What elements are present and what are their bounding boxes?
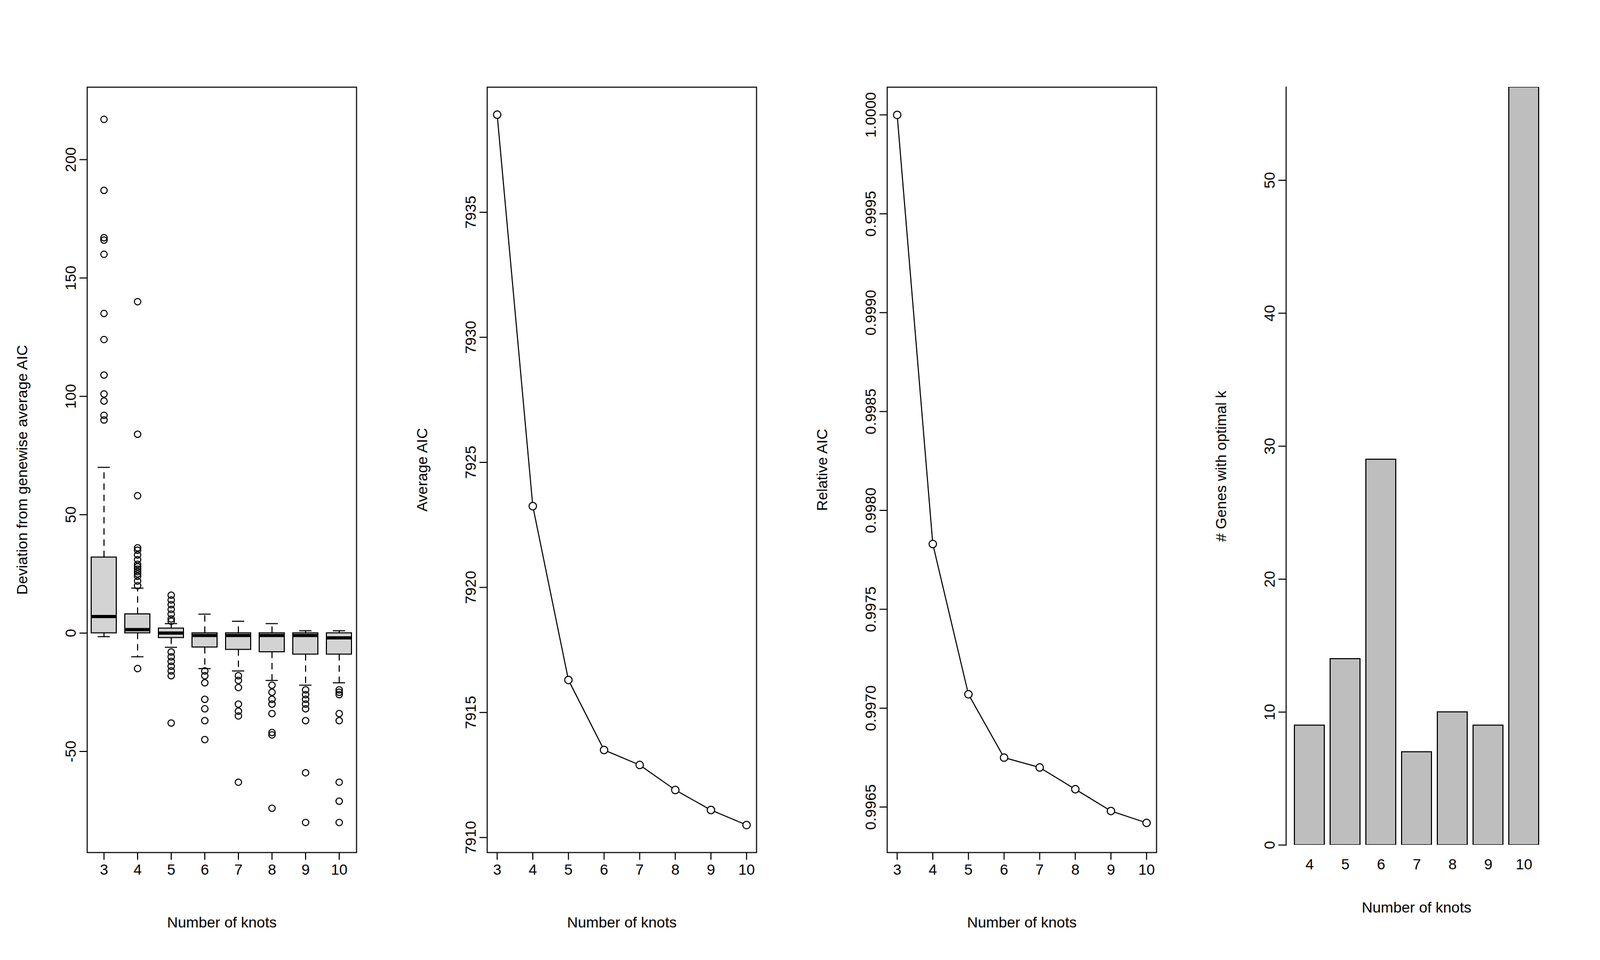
svg-text:0.9985: 0.9985 (862, 388, 879, 435)
svg-text:Average AIC: Average AIC (413, 428, 431, 512)
svg-text:0: 0 (1261, 841, 1278, 850)
svg-text:Deviation from genewise averag: Deviation from genewise average AIC (13, 345, 31, 595)
svg-text:150: 150 (62, 265, 79, 291)
svg-text:5: 5 (1341, 856, 1350, 873)
svg-text:20: 20 (1261, 570, 1278, 588)
svg-text:9: 9 (706, 861, 716, 878)
svg-text:10: 10 (1261, 704, 1278, 721)
svg-text:10: 10 (1515, 856, 1533, 873)
svg-text:0.9970: 0.9970 (862, 685, 879, 732)
svg-text:8: 8 (1448, 856, 1458, 873)
svg-text:3: 3 (99, 861, 109, 878)
svg-text:10: 10 (738, 861, 755, 878)
svg-text:1.0000: 1.0000 (862, 92, 879, 139)
svg-text:7: 7 (1035, 861, 1045, 878)
svg-text:5: 5 (166, 861, 176, 878)
svg-text:9: 9 (1484, 856, 1493, 873)
svg-text:10: 10 (1138, 861, 1155, 878)
svg-text:Number of knots: Number of knots (966, 914, 1077, 931)
svg-text:0.9980: 0.9980 (862, 487, 879, 534)
svg-text:# Genes with optimal k: # Genes with optimal k (1212, 389, 1230, 542)
svg-text:3: 3 (492, 861, 502, 878)
svg-text:8: 8 (670, 861, 680, 878)
svg-text:0: 0 (62, 628, 79, 638)
svg-text:200: 200 (62, 147, 79, 173)
svg-text:7915: 7915 (462, 696, 479, 730)
svg-text:30: 30 (1261, 437, 1278, 455)
svg-text:3: 3 (892, 861, 902, 878)
svg-text:50: 50 (62, 506, 79, 524)
svg-text:8: 8 (267, 861, 277, 878)
svg-text:7: 7 (1412, 856, 1422, 873)
svg-text:7925: 7925 (462, 445, 479, 479)
svg-text:0.9990: 0.9990 (862, 289, 879, 336)
svg-text:Number of knots: Number of knots (166, 914, 277, 931)
svg-text:7930: 7930 (462, 320, 479, 354)
svg-text:6: 6 (600, 861, 609, 878)
svg-text:6: 6 (1000, 861, 1009, 878)
svg-text:40: 40 (1261, 305, 1278, 322)
svg-text:7935: 7935 (462, 195, 479, 229)
svg-text:Number of knots: Number of knots (1361, 899, 1471, 916)
svg-text:7910: 7910 (462, 820, 479, 854)
svg-text:8: 8 (1070, 861, 1080, 878)
svg-text:6: 6 (1377, 856, 1386, 873)
svg-text:10: 10 (330, 861, 348, 878)
svg-text:0.9975: 0.9975 (862, 586, 879, 633)
svg-text:7: 7 (234, 861, 243, 878)
svg-text:9: 9 (1106, 861, 1116, 878)
svg-text:4: 4 (133, 861, 142, 878)
svg-text:5: 5 (964, 861, 973, 878)
svg-text:7: 7 (635, 861, 645, 878)
svg-text:9: 9 (301, 861, 310, 878)
svg-text:-50: -50 (62, 740, 79, 763)
svg-text:100: 100 (62, 384, 79, 410)
svg-text:0.9995: 0.9995 (862, 190, 879, 237)
svg-text:7920: 7920 (462, 570, 479, 604)
svg-text:4: 4 (1305, 856, 1315, 873)
svg-text:50: 50 (1261, 171, 1278, 189)
svg-text:4: 4 (528, 861, 538, 878)
svg-text:Relative AIC: Relative AIC (813, 428, 831, 511)
svg-text:Number of knots: Number of knots (566, 914, 677, 931)
svg-text:0.9965: 0.9965 (862, 784, 879, 830)
svg-text:4: 4 (928, 861, 938, 878)
svg-text:5: 5 (564, 861, 573, 878)
svg-text:6: 6 (200, 861, 210, 878)
